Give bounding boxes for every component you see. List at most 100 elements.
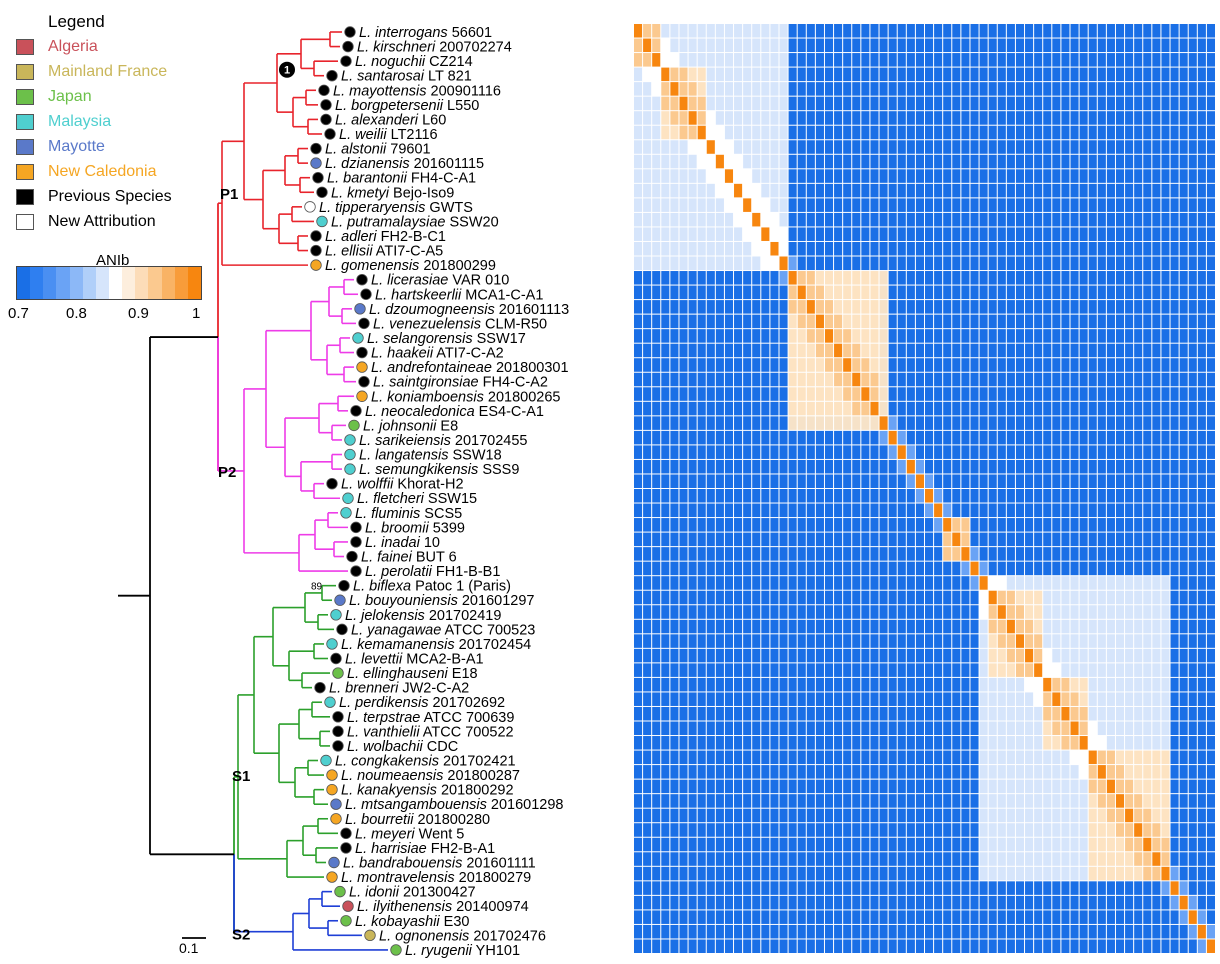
heatmap-cell <box>715 518 724 532</box>
heatmap-cell <box>688 532 697 547</box>
heatmap-cell <box>970 285 979 300</box>
heatmap-cell <box>897 445 906 459</box>
heatmap-cell <box>1143 779 1152 794</box>
heatmap-cell <box>1025 823 1034 837</box>
heatmap-cell <box>652 53 661 67</box>
heatmap-cell <box>806 430 815 445</box>
heatmap-cell <box>997 881 1006 895</box>
heatmap-cell <box>1161 895 1170 910</box>
heatmap-cell <box>688 256 697 271</box>
heatmap-cell <box>815 779 824 794</box>
heatmap-cell <box>925 24 934 38</box>
heatmap-cell <box>1088 634 1097 648</box>
heatmap-cell <box>888 372 897 387</box>
heatmap-cell <box>679 198 688 212</box>
taxon-label: L. santarosai LT 821 <box>341 69 472 85</box>
heatmap-cell <box>943 459 952 474</box>
heatmap-cell <box>1125 489 1134 503</box>
heatmap-cell <box>1052 212 1061 227</box>
heatmap-cell <box>715 401 724 416</box>
heatmap-cell <box>797 474 806 488</box>
heatmap-cell <box>770 38 779 53</box>
heatmap-cell <box>670 765 679 779</box>
heatmap-cell <box>824 648 834 663</box>
heatmap-cell <box>697 779 706 794</box>
heatmap-cell <box>861 430 870 445</box>
heatmap-cell <box>679 852 688 866</box>
heatmap-cell <box>925 779 934 794</box>
heatmap-cell <box>906 823 915 837</box>
heatmap-cell <box>1125 677 1134 692</box>
heatmap-cell <box>661 314 670 329</box>
heatmap-cell <box>934 212 943 227</box>
heatmap-cell <box>1170 750 1179 765</box>
heatmap-cell <box>997 212 1006 227</box>
heatmap-cell <box>761 648 770 663</box>
heatmap-cell <box>1006 677 1015 692</box>
heatmap-cell <box>1188 343 1197 358</box>
heatmap-cell <box>1161 445 1170 459</box>
heatmap-cell <box>1179 576 1188 590</box>
heatmap-cell <box>943 271 952 285</box>
heatmap-cell <box>670 241 679 256</box>
heatmap-cell <box>988 358 997 372</box>
heatmap-cell <box>679 329 688 343</box>
heatmap-cell <box>943 677 952 692</box>
heatmap-cell <box>852 198 861 212</box>
heatmap-cell <box>670 794 679 808</box>
heatmap-cell <box>1106 503 1115 518</box>
heatmap-cell <box>1170 895 1179 910</box>
heatmap-cell <box>779 198 788 212</box>
heatmap-cell <box>1143 634 1152 648</box>
heatmap-cell <box>1125 823 1134 837</box>
heatmap-cell <box>1097 736 1106 750</box>
heatmap-cell <box>661 924 670 939</box>
heatmap-cell <box>979 154 988 169</box>
heatmap-cell <box>643 532 652 547</box>
heatmap-cell <box>897 866 906 881</box>
heatmap-cell <box>1125 939 1134 953</box>
heatmap-cell <box>1188 67 1197 82</box>
heatmap-cell <box>779 677 788 692</box>
heatmap-cell <box>688 910 697 924</box>
heatmap-cell <box>961 67 970 82</box>
heatmap-cell <box>925 910 934 924</box>
heatmap-cell <box>861 576 870 590</box>
heatmap-cell <box>915 866 924 881</box>
heatmap-cell <box>1115 489 1125 503</box>
heatmap-cell <box>961 634 970 648</box>
heatmap-cell <box>970 430 979 445</box>
heatmap-cell <box>1015 314 1025 329</box>
heatmap-cell <box>870 198 879 212</box>
heatmap-cell <box>1097 459 1106 474</box>
heatmap-cell <box>1070 736 1079 750</box>
heatmap-cell <box>1106 53 1115 67</box>
heatmap-cell <box>1170 910 1179 924</box>
heatmap-cell <box>1115 358 1125 372</box>
heatmap-cell <box>634 634 643 648</box>
heatmap-cell <box>988 619 997 634</box>
heatmap-cell <box>988 169 997 183</box>
tip-marker <box>304 201 316 213</box>
heatmap-cell <box>779 53 788 67</box>
heatmap-cell <box>824 561 834 576</box>
heatmap-cell <box>1152 619 1161 634</box>
heatmap-cell <box>879 794 888 808</box>
heatmap-cell <box>715 837 724 852</box>
heatmap-cell <box>724 358 734 372</box>
colorbar-title: ANIb <box>96 252 130 269</box>
heatmap-cell <box>1079 619 1088 634</box>
heatmap-cell <box>1134 212 1143 227</box>
heatmap-cell <box>1143 314 1152 329</box>
heatmap-cell <box>870 387 879 401</box>
heatmap-cell <box>1025 895 1034 910</box>
heatmap-cell <box>697 96 706 111</box>
heatmap-cell <box>661 939 670 953</box>
heatmap-cell <box>1043 605 1052 619</box>
heatmap-cell <box>688 125 697 140</box>
heatmap-cell <box>934 765 943 779</box>
heatmap-cell <box>961 24 970 38</box>
heatmap-cell <box>643 489 652 503</box>
heatmap-cell <box>815 82 824 96</box>
heatmap-cell <box>1161 852 1170 866</box>
